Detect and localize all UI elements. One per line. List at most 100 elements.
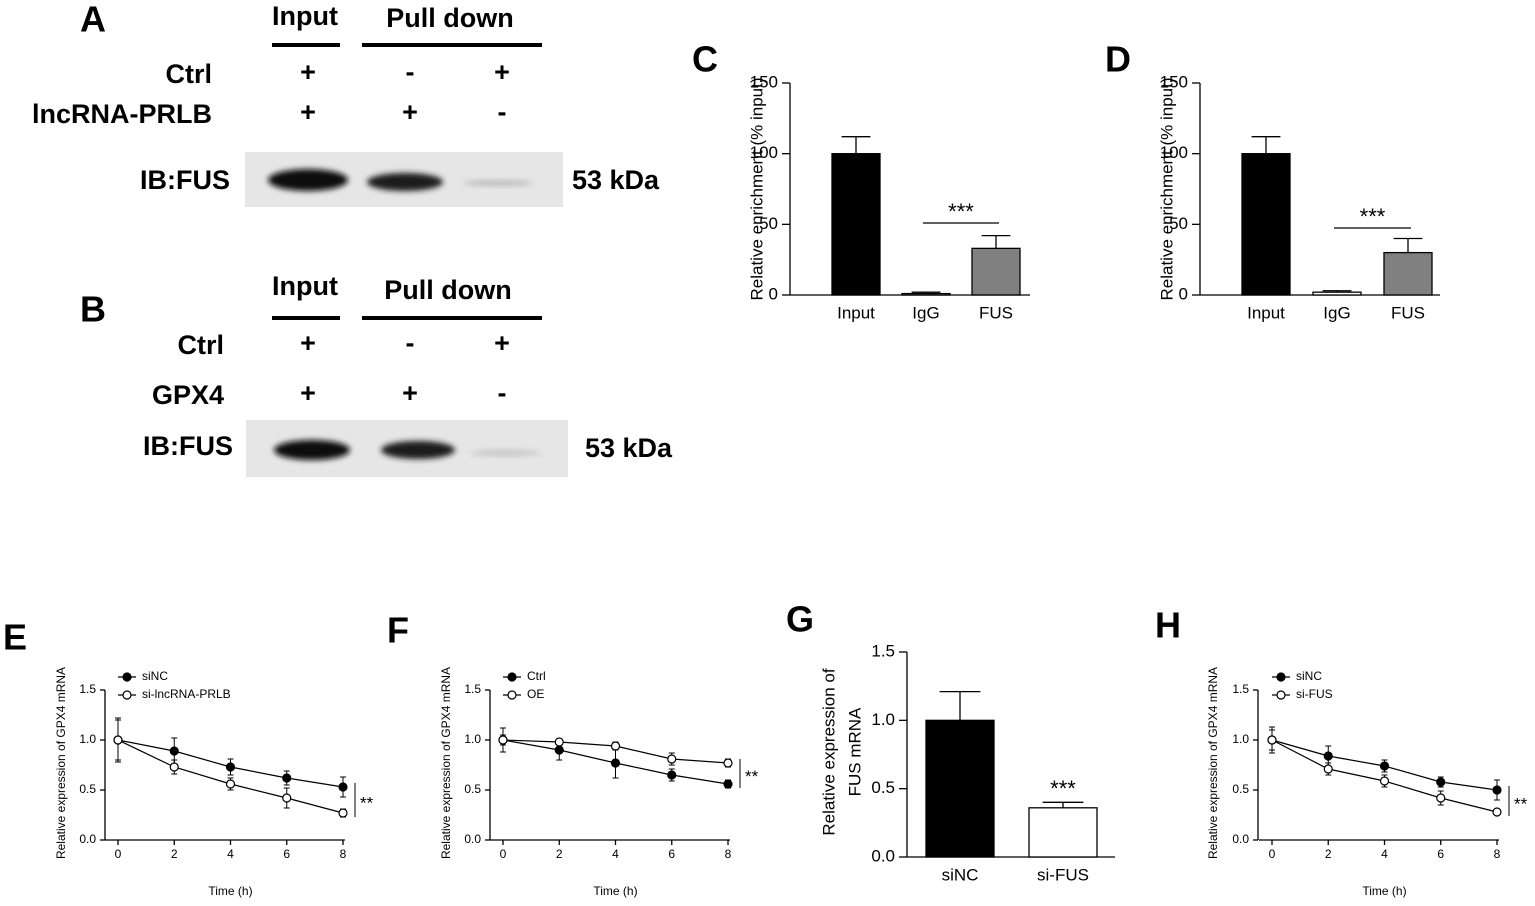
point [113,735,123,745]
bar [831,153,881,296]
bar [901,292,951,296]
legend-label: siNC [142,669,168,683]
point [1323,751,1333,761]
row-mark: + [300,378,316,408]
y-tick-label: 0.0 [871,846,895,865]
antibody-label: IB:FUS [140,165,230,195]
point [1267,735,1277,745]
x-tick-label: 6 [668,847,675,861]
y-tick-label: 1.0 [464,732,481,746]
y-tick-label: 0.5 [871,778,895,797]
point [610,758,621,768]
point [498,735,508,745]
panel-label: C [692,39,718,80]
y-axis-label: Relative enrichment (% input) [747,78,766,301]
x-axis-label: Time (h) [208,884,252,898]
y-axis-label: Relative enrichment (% input) [1157,78,1176,301]
bar [1028,807,1098,858]
point [338,782,348,792]
column-header: Input [272,1,338,31]
x-axis-label: Time (h) [1362,884,1406,898]
y-tick-label: 0.5 [79,782,96,796]
point [554,737,564,747]
row-mark: - [406,328,415,358]
significance-label: ** [1514,794,1528,813]
x-tick-label: 2 [171,847,178,861]
y-tick-label: 50 [759,214,778,233]
size-label: 53 kDa [585,433,673,463]
panel-label: A [80,0,106,40]
y-tick-label: 150 [750,72,778,91]
panel-label: B [80,289,106,330]
significance-label: *** [1360,204,1386,229]
x-axis-label: Time (h) [593,884,637,898]
significance-label: *** [948,199,974,224]
row-mark: - [498,97,507,127]
point [667,770,677,780]
x-tick-label: 4 [612,847,619,861]
y-tick-label: 1.5 [1232,682,1249,696]
y-tick-label: 100 [750,143,778,162]
column-header: Input [272,271,338,301]
x-tick-label: 8 [725,847,732,861]
y-tick-label: 50 [1169,214,1188,233]
point [723,779,733,789]
legend-marker [122,672,132,682]
point [1436,777,1446,787]
row-label: lncRNA-PRLB [32,99,212,129]
point [225,762,236,772]
row-mark: + [494,328,510,358]
x-tick-label: 0 [115,847,122,861]
row-mark: - [498,378,507,408]
row-label: GPX4 [152,380,224,410]
y-tick-label: 1.5 [871,641,895,660]
x-tick-label: 8 [1494,847,1501,861]
point [1323,764,1333,774]
panel-label: G [786,599,814,640]
y-tick-label: 1.5 [464,682,481,696]
row-mark: + [402,97,418,127]
x-tick-label: Input [837,303,875,322]
point [1436,793,1446,803]
row-mark: - [406,57,415,87]
row-mark: + [300,328,316,358]
x-tick-label: FUS [979,303,1013,322]
bar [971,247,1021,296]
y-tick-label: 150 [1160,72,1188,91]
y-axis-label: Relative expression of GPX4 mRNA [439,667,453,859]
row-label: Ctrl [166,59,213,89]
y-axis-label: Relative expression of GPX4 mRNA [54,667,68,859]
point [554,745,564,755]
column-header: Pull down [386,3,514,33]
point [667,754,677,764]
row-label: Ctrl [178,330,225,360]
x-tick-label: 0 [1269,847,1276,861]
panel-label: H [1155,605,1181,646]
panel-label: E [3,617,27,658]
x-tick-label: 0 [500,847,507,861]
x-tick-label: FUS [1391,303,1425,322]
column-header: Pull down [384,275,512,305]
y-tick-label: 1.5 [79,682,96,696]
point [1379,761,1390,771]
y-tick-label: 0.0 [79,832,96,846]
blot-band [274,440,350,460]
legend-label: OE [527,687,544,701]
legend-label: si-lncRNA-PRLB [142,687,231,701]
row-mark: + [402,378,418,408]
y-tick-label: 1.0 [79,732,96,746]
x-tick-label: Input [1247,303,1285,322]
legend-label: siNC [1296,669,1322,683]
y-tick-label: 1.0 [1232,732,1249,746]
x-tick-label: 6 [1437,847,1444,861]
x-tick-label: 4 [1381,847,1388,861]
bar [925,719,995,858]
point [338,808,348,818]
y-tick-label: 0 [769,284,778,303]
bar [1312,291,1362,296]
point [1492,807,1502,817]
row-mark: + [300,97,316,127]
x-tick-label: si-FUS [1037,865,1089,884]
y-tick-label: 1.0 [871,710,895,729]
legend-marker [122,690,132,700]
